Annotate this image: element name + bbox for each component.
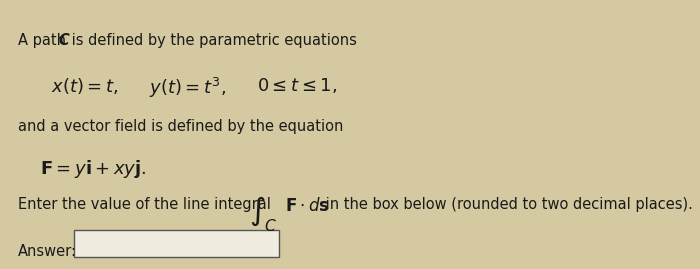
Text: $x(t) = t,$: $x(t) = t,$ [51,76,119,96]
FancyBboxPatch shape [74,230,279,257]
Text: $y(t) = t^3,$: $y(t) = t^3,$ [148,76,226,100]
Text: C: C [59,33,69,48]
Text: and a vector field is defined by the equation: and a vector field is defined by the equ… [18,119,344,133]
Text: Answer:: Answer: [18,244,77,259]
Text: is defined by the parametric equations: is defined by the parametric equations [67,33,357,48]
Text: $0 \leq t \leq 1,$: $0 \leq t \leq 1,$ [257,76,337,95]
Text: $\mathbf{F} = y\mathbf{i} + xy\mathbf{j}.$: $\mathbf{F} = y\mathbf{i} + xy\mathbf{j}… [41,158,147,180]
Text: $\mathbf{F} \cdot d\mathbf{s}$: $\mathbf{F} \cdot d\mathbf{s}$ [285,197,330,215]
Text: in the box below (rounded to two decimal places).: in the box below (rounded to two decimal… [321,197,693,212]
Text: Enter the value of the line integral: Enter the value of the line integral [18,197,271,212]
Text: A path: A path [18,33,71,48]
Text: $\int_C$: $\int_C$ [248,194,277,234]
